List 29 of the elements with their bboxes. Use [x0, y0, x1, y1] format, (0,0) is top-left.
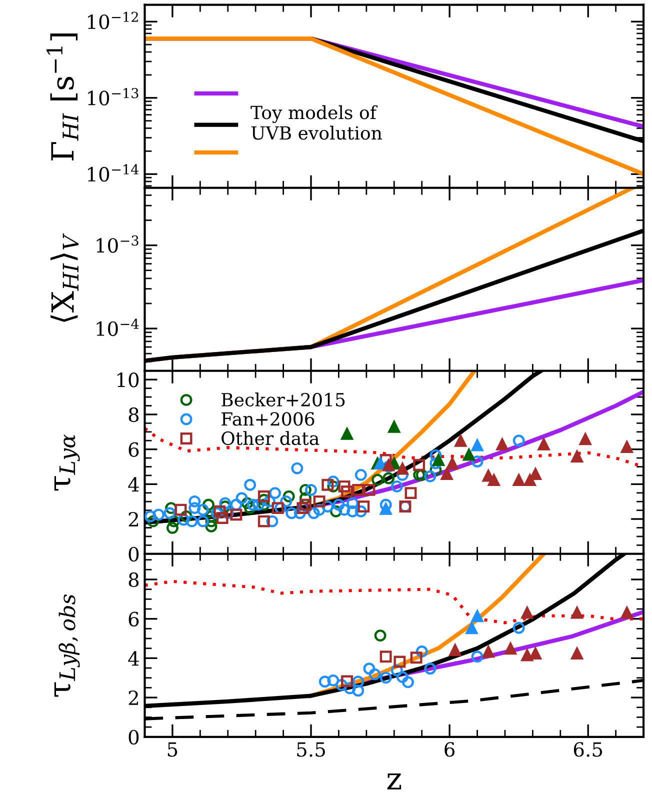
y-tick-label: 2: [128, 690, 138, 705]
x-tick-label: 5: [168, 742, 178, 757]
y-tick-label: 2: [128, 512, 138, 526]
y-tick-label: 10$^{−3}$: [96, 235, 138, 253]
y-tick-label: 6: [128, 612, 139, 626]
y-tick-label: 4: [128, 477, 139, 492]
y-tick-label: 10: [118, 372, 139, 388]
x-tick-label: 6: [444, 742, 455, 757]
x-tick-label: 5.5: [297, 742, 325, 757]
y-tick-label: 10$^{−13}$: [88, 88, 138, 106]
legend-label: Becker+2015: [222, 392, 345, 407]
y-axis-title: ⟨X$_{HI}$⟩$_{V}$: [50, 233, 78, 322]
y-tick-label: 4: [128, 651, 139, 666]
legend-label: Toy models of UVB evolution: [250, 105, 382, 140]
y-axis-title: τ$_{Lyα}$: [54, 434, 80, 491]
x-tick-label: 6.5: [574, 742, 602, 757]
y-tick-label: 10$^{−12}$: [88, 12, 138, 30]
y-axis-title: τ$_{Lyβ,obs}$: [54, 594, 80, 697]
y-tick-label: 10$^{−14}$: [88, 164, 139, 182]
y-tick-label: 8: [128, 572, 139, 588]
y-axis-title: Γ$_{HI}$ [s$^{−1}$]: [46, 33, 78, 160]
legend-label: Other data: [222, 431, 320, 446]
y-tick-label: 0: [128, 546, 139, 562]
legend-label: Fan+2006: [222, 412, 314, 426]
y-tick-label: 0: [128, 730, 139, 745]
y-tick-label: 10$^{−4}$: [96, 318, 139, 336]
x-axis-title: z: [387, 773, 402, 790]
y-tick-label: 8: [128, 407, 139, 422]
y-tick-label: 6: [128, 442, 139, 457]
